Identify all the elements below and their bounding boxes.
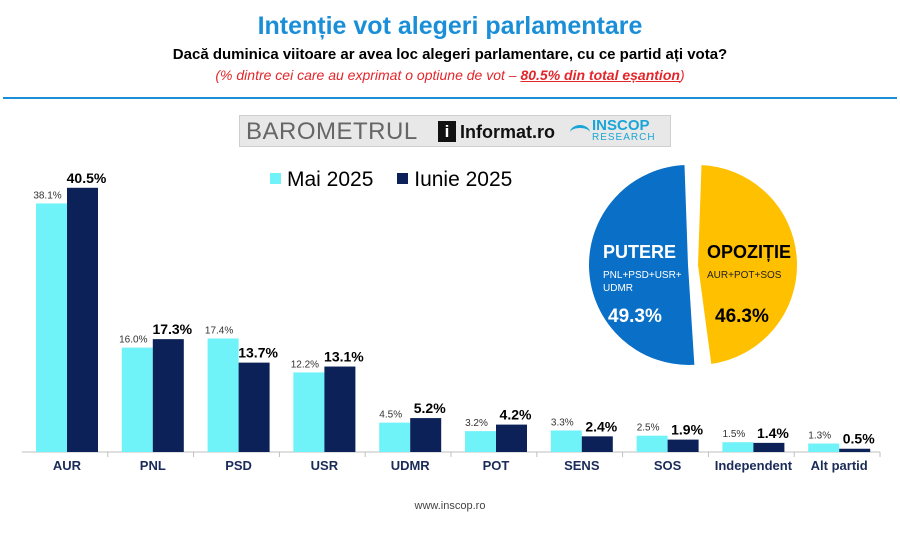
data-label-usr-iunie-2025: 13.1%: [324, 349, 364, 365]
data-label-pnl-mai-2025: 16.0%: [119, 335, 147, 346]
chart-legend: Mai 2025 Iunie 2025: [270, 168, 530, 192]
pie-value-putere: 49.3%: [608, 306, 662, 327]
legend-label-iunie: Iunie 2025: [414, 168, 513, 191]
informat-logo-text: Informat.ro: [460, 122, 556, 142]
pie-label-opozitie: OPOZIȚIE: [707, 242, 791, 262]
data-label-sos-mai-2025: 2.5%: [637, 423, 660, 434]
data-label-sens-iunie-2025: 2.4%: [585, 418, 617, 434]
legend-item-iunie: Iunie 2025: [397, 168, 512, 192]
bar-sens-iunie-2025: [581, 436, 613, 452]
barometer-logo-text: BAROMETRUL: [246, 118, 418, 145]
data-label-independent-mai-2025: 1.5%: [723, 429, 746, 440]
bar-sens-mai-2025: [550, 430, 582, 452]
brand-banner: BAROMETRUL i Informat.ro INSCOP RESEARCH: [239, 115, 671, 147]
data-label-aur-iunie-2025: 40.5%: [67, 170, 107, 186]
data-label-udmr-iunie-2025: 5.2%: [414, 400, 446, 416]
data-label-udmr-mai-2025: 4.5%: [379, 410, 402, 421]
data-label-sens-mai-2025: 3.3%: [551, 417, 574, 428]
data-label-sos-iunie-2025: 1.9%: [671, 422, 703, 438]
pie-value-opozitie: 46.3%: [715, 306, 769, 327]
bar-usr-mai-2025: [293, 372, 325, 452]
data-label-alt-partid-iunie-2025: 0.5%: [843, 431, 875, 447]
pie-slice-putere: [587, 163, 697, 367]
legend-item-mai: Mai 2025: [270, 168, 373, 192]
note-prefix: (% dintre cei care au exprimat o optiune…: [215, 67, 521, 83]
research-logo-text: RESEARCH: [592, 132, 656, 143]
data-label-psd-mai-2025: 17.4%: [205, 325, 233, 336]
legend-label-mai: Mai 2025: [287, 168, 374, 191]
inscop-logo-text: INSCOP: [592, 117, 650, 134]
bar-aur-mai-2025: [36, 203, 67, 452]
sample-note: (% dintre cei care au exprimat o optiune…: [0, 67, 900, 83]
bar-udmr-iunie-2025: [410, 418, 442, 452]
chart-title: Intenție vot alegeri parlamentare: [257, 12, 643, 40]
data-label-pot-mai-2025: 3.2%: [465, 418, 488, 429]
bar-aur-iunie-2025: [67, 187, 98, 453]
bar-psd-iunie-2025: [238, 362, 270, 452]
legend-swatch-mai: [270, 173, 281, 184]
bar-pot-mai-2025: [465, 431, 496, 452]
bar-pnl-iunie-2025: [152, 339, 184, 452]
x-tick-label-psd: PSD: [225, 458, 252, 473]
bar-alt-partid-iunie-2025: [839, 448, 871, 452]
x-tick-label-udmr: UDMR: [391, 458, 431, 473]
bar-pot-iunie-2025: [496, 424, 527, 452]
data-label-aur-mai-2025: 38.1%: [33, 190, 61, 201]
pie-sublabel-putere-line1: PNL+PSD+USR+: [603, 270, 682, 281]
data-label-pot-iunie-2025: 4.2%: [500, 407, 532, 423]
data-label-psd-iunie-2025: 13.7%: [238, 345, 278, 361]
chart-subtitle: Dacă duminica viitoare ar avea loc alege…: [172, 46, 728, 63]
x-tick-label-usr: USR: [311, 458, 339, 473]
x-tick-label-pot: POT: [483, 458, 510, 473]
data-label-independent-iunie-2025: 1.4%: [757, 425, 789, 441]
x-tick-label-pnl: PNL: [140, 458, 166, 473]
bar-independent-iunie-2025: [753, 442, 785, 452]
note-emphasis: 80.5% din total eșantion: [520, 67, 680, 83]
bar-psd-mai-2025: [207, 338, 239, 452]
inscop-swirl-icon: [570, 125, 590, 140]
bar-usr-iunie-2025: [324, 366, 356, 452]
note-suffix: ): [679, 67, 685, 83]
bar-alt-partid-mai-2025: [808, 443, 840, 452]
x-tick-label-aur: AUR: [53, 458, 82, 473]
data-label-alt-partid-mai-2025: 1.3%: [808, 431, 831, 442]
pie-sublabel-opozitie: AUR+POT+SOS: [707, 270, 782, 281]
bar-independent-mai-2025: [722, 442, 754, 452]
pie-sublabel-putere-line2: UDMR: [603, 283, 633, 294]
bar-sos-iunie-2025: [667, 439, 699, 452]
x-tick-label-sos: SOS: [654, 458, 682, 473]
data-label-usr-mai-2025: 12.2%: [291, 359, 319, 370]
bar-sos-mai-2025: [636, 435, 668, 452]
x-tick-label-alt-partid: Alt partid: [811, 458, 868, 473]
data-label-pnl-iunie-2025: 17.3%: [152, 321, 192, 337]
bar-udmr-mai-2025: [379, 422, 411, 452]
x-tick-label-independent: Independent: [715, 458, 793, 473]
pie-slice-opozi-ie: [695, 163, 799, 367]
bar-pnl-mai-2025: [121, 347, 153, 452]
x-tick-label-sens: SENS: [564, 458, 600, 473]
header-divider: [3, 97, 897, 99]
pie-label-putere: PUTERE: [603, 242, 676, 262]
informat-logo-icon: i: [438, 121, 456, 142]
legend-swatch-iunie: [397, 173, 409, 184]
pie-chart: PUTERE PNL+PSD+USR+ UDMR 49.3% OPOZIȚIE AUR+P…: [587, 163, 799, 367]
footer-url[interactable]: www.inscop.ro: [414, 500, 486, 512]
